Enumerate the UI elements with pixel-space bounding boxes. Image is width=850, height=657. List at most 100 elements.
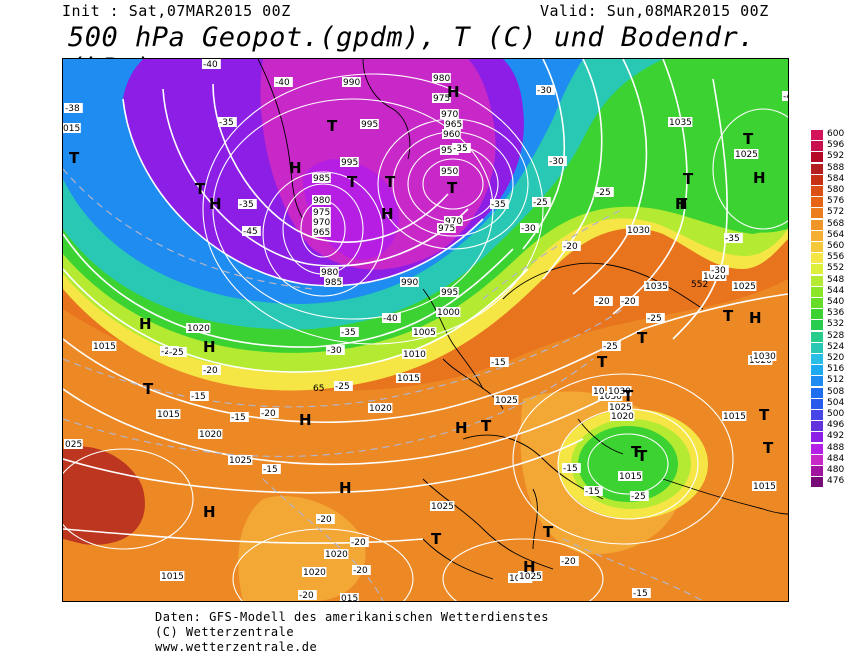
- legend-swatch: [811, 466, 823, 476]
- pressure-label: 975: [438, 224, 455, 234]
- temperature-label: -20: [317, 515, 332, 525]
- legend-value: 544: [827, 285, 845, 296]
- legend-value: 520: [827, 353, 845, 363]
- pressure-center-marker: T: [543, 523, 554, 541]
- pressure-label: 975: [313, 208, 330, 218]
- pressure-label: 955: [441, 146, 458, 156]
- pressure-label-bg: [440, 166, 459, 176]
- pressure-label-bg: [340, 157, 359, 167]
- temperature-label: -20: [561, 557, 576, 567]
- temperature-label-bg: [536, 85, 555, 95]
- legend-value: 524: [827, 341, 845, 352]
- pressure-label-bg: [607, 386, 632, 396]
- pressure-center-marker: H: [339, 479, 352, 497]
- legend-value: 492: [827, 431, 845, 442]
- pressure-label-bg: [312, 195, 331, 205]
- temperature-label: -25: [647, 314, 662, 324]
- region-south-west-red: [63, 446, 145, 545]
- pressure-label: 1020: [611, 412, 634, 422]
- pressure-label-bg: [324, 549, 349, 559]
- temperature-label: -35: [453, 144, 468, 154]
- pressure-label: 970: [445, 217, 462, 227]
- temperature-label: -20: [351, 538, 366, 548]
- pressure-label-bg: [400, 277, 419, 287]
- isobars: [63, 73, 788, 601]
- pressure-label-bg: [320, 267, 339, 277]
- temperature-label-bg: [532, 197, 551, 207]
- pressure-label: 965: [313, 228, 330, 238]
- pressure-center-marker: T: [637, 329, 648, 347]
- pressure-label: 965: [445, 120, 462, 130]
- legend-value: 536: [827, 308, 845, 319]
- legend-value: 500: [827, 409, 845, 419]
- pressure-label-bg: [668, 117, 693, 127]
- pressure-label-bg: [160, 571, 185, 581]
- legend-value: 516: [827, 364, 845, 375]
- pressure-center-marker: T: [763, 439, 774, 457]
- temperature-label: -20: [353, 566, 368, 576]
- temperature-label: -25: [603, 342, 618, 352]
- pressure-label-bg: [340, 593, 359, 601]
- pressure-label-bg: [360, 119, 379, 129]
- legend-swatch: [811, 421, 823, 432]
- temperature-label: -35: [341, 328, 356, 338]
- legend-swatch: [811, 275, 823, 286]
- legend-swatch: [811, 331, 823, 342]
- temperature-label-bg: [316, 514, 335, 524]
- temperature-label: -30: [537, 86, 552, 96]
- pressure-center-marker: H: [203, 503, 216, 521]
- legend-value: 564: [827, 229, 845, 240]
- legend-swatch: [811, 197, 823, 208]
- temperature-label: -20: [595, 297, 610, 307]
- legend-value: 576: [827, 196, 845, 207]
- legend-swatch: [811, 174, 823, 185]
- legend-swatch: [811, 264, 823, 275]
- pressure-center-marker: T: [347, 173, 358, 191]
- pressure-label: 995: [341, 158, 358, 168]
- pressure-center-marker: H: [749, 309, 762, 327]
- temperature-label-bg: [230, 412, 249, 422]
- pressure-center-marker: T: [683, 170, 694, 188]
- temperature-label-bg: [382, 313, 401, 323]
- footer-copyright: (C) Wetterzentrale: [155, 625, 295, 639]
- legend-value: 504: [827, 397, 845, 408]
- pressure-label: 1025: [735, 150, 758, 160]
- pressure-center-marker: T: [759, 406, 770, 424]
- legend-value: 476: [827, 476, 845, 487]
- pressure-label-bg: [610, 411, 635, 421]
- footer-website: www.wetterzentrale.de: [155, 640, 318, 654]
- legend-swatch: [811, 186, 823, 196]
- pressure-label: 1035: [645, 282, 668, 292]
- pressure-label-bg: [644, 281, 669, 291]
- temperature-label-bg: [490, 357, 509, 367]
- temperature-label: -15: [633, 589, 648, 599]
- temperature-label: -30: [711, 266, 726, 276]
- temperature-label: -40: [275, 78, 290, 88]
- pressure-center-marker: H: [753, 169, 766, 187]
- pressure-label-bg: [324, 277, 343, 287]
- pressure-label-bg: [440, 145, 459, 155]
- pressure-label: 995: [361, 120, 378, 130]
- legend-value: 592: [827, 151, 845, 162]
- temperature-label-bg: [782, 91, 788, 101]
- pressure-label-bg: [437, 223, 456, 233]
- pressure-center-marker: T: [385, 173, 396, 191]
- temperature-label-bg: [632, 588, 651, 598]
- weather-map[interactable]: 990 980 995 975 970 965 960 955 950 995 985 980 975 9…: [62, 58, 789, 602]
- pressure-label-bg: [228, 455, 253, 465]
- temperature-label: -25: [169, 348, 184, 358]
- pressure-label: 1015: [723, 412, 746, 422]
- legend-swatch: [811, 163, 823, 174]
- pressure-center-marker: T: [637, 447, 648, 465]
- pressure-center-marker: H: [203, 338, 216, 356]
- pressure-label-bg: [430, 501, 455, 511]
- pressure-label-bg: [302, 567, 327, 577]
- temperature-label-bg: [560, 556, 579, 566]
- contour-label: 552: [691, 280, 708, 290]
- temperature-label: -30: [549, 157, 564, 167]
- temperature-label-bg: [646, 313, 665, 323]
- color-legend: 600 596 592 588 584 580 576 572 568 564 560 556 552 5…: [811, 129, 850, 525]
- legend-value: 572: [827, 207, 845, 218]
- temperature-label: -35: [725, 234, 740, 244]
- pressure-center-marker: H: [299, 411, 312, 429]
